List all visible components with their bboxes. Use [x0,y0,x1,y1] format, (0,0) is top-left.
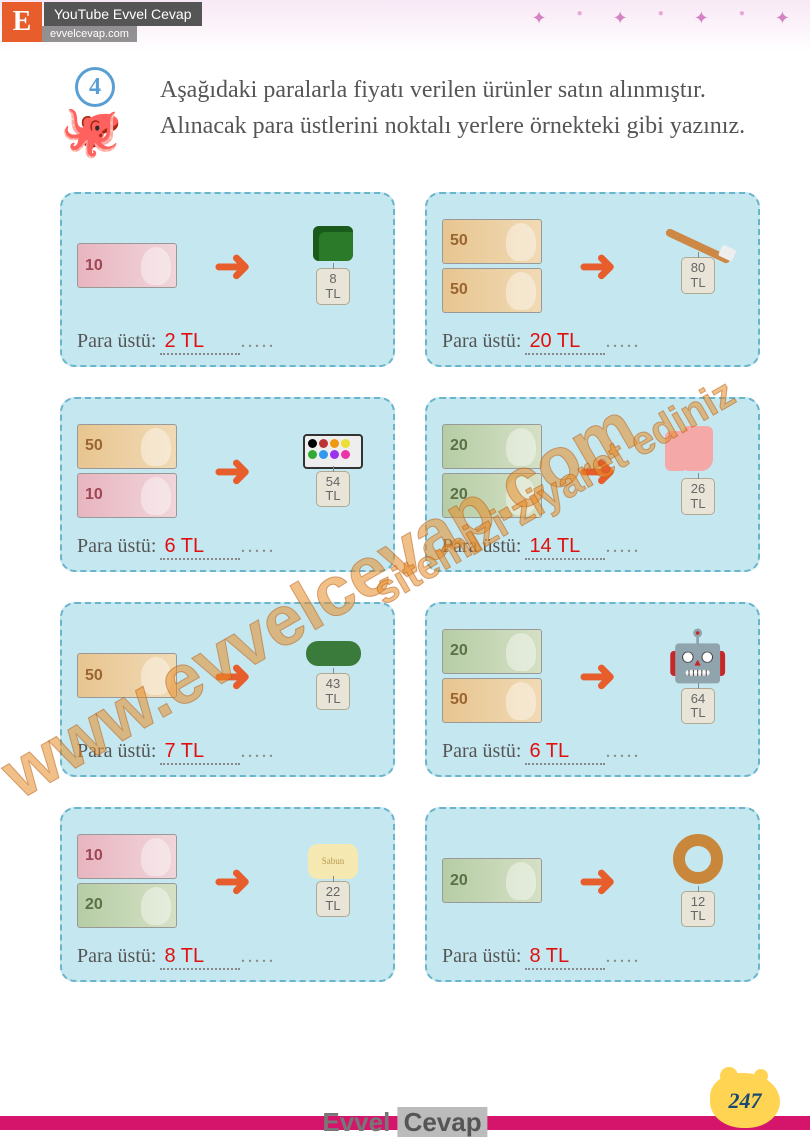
answer-value: 2 TL [160,330,240,355]
price-tag: 54TL [316,471,349,508]
banknote-20: 20 [77,883,177,928]
money-stack: 2050 [442,629,542,723]
money-stack: 2020 [442,424,542,518]
product-soap: Sabun [308,844,358,879]
answer-line: Para üstü:20 TL..... [442,322,743,355]
banknote-50: 50 [77,424,177,469]
question-number: 4 [75,67,115,107]
exercise-card: 5010 ➜ 54TL Para üstü:6 TL..... [60,397,395,572]
answer-line: Para üstü:14 TL..... [442,527,743,560]
footer-logo: Evvel Cevap [322,1107,487,1138]
arrow-icon: ➜ [579,854,617,907]
arrow-icon: ➜ [214,649,252,702]
banknote-20: 20 [442,473,542,518]
footer: Evvel Cevap 247 [0,1103,810,1143]
top-bar: E YouTube Evvel Cevap evvelcevap.com ✦●✦… [0,0,810,52]
page-number: 247 [710,1073,780,1128]
banknote-50: 50 [77,653,177,698]
answer-label: Para üstü: [442,945,521,968]
decor-stars: ✦●✦ ●✦● ✦ [531,8,790,29]
price-tag: 26TL [681,478,714,515]
arrow-icon: ➜ [579,649,617,702]
banknote-50: 50 [442,268,542,313]
banknote-20: 20 [442,424,542,469]
answer-label: Para üstü: [442,535,521,558]
banknote-50: 50 [442,678,542,723]
cards-grid: 10➜8TLPara üstü:2 TL.....5050➜80TLPara ü… [0,172,810,1002]
price-tag: 12TL [681,891,714,928]
answer-line: Para üstü:8 TL..... [442,937,743,970]
site-logo: E [2,2,42,42]
product-sock [683,426,713,476]
product-sharpener [313,226,353,266]
money-stack: 5010 [77,424,177,518]
answer-value: 8 TL [525,945,605,970]
site-url: evvelcevap.com [42,26,137,42]
arrow-icon: ➜ [214,854,252,907]
question-text: Aşağıdaki paralarla fiyatı verilen ürünl… [160,72,750,144]
answer-label: Para üstü: [442,330,521,353]
answer-line: Para üstü:6 TL..... [442,732,743,765]
money-stack: 5050 [442,219,542,313]
product-simit [673,834,723,889]
answer-value: 6 TL [525,740,605,765]
answer-label: Para üstü: [77,945,156,968]
arrow-icon: ➜ [214,444,252,497]
product-palette [303,434,363,469]
exercise-card: 50 ➜ 43TL Para üstü:7 TL..... [60,602,395,777]
money-stack: 50 [77,653,177,698]
money-stack: 10 [77,243,177,288]
exercise-card: 2020 ➜ 26TL Para üstü:14 TL..... [425,397,760,572]
price-tag: 22TL [316,881,349,918]
exercise-card: 10 ➜ 8TL Para üstü:2 TL..... [60,192,395,367]
banknote-10: 10 [77,473,177,518]
exercise-card: 20 ➜ 12TL Para üstü:8 TL..... [425,807,760,982]
price-tag: 8TL [316,268,349,305]
question-header: 4 🐙 Aşağıdaki paralarla fiyatı verilen ü… [0,52,810,172]
answer-line: Para üstü:6 TL..... [77,527,378,560]
answer-value: 20 TL [525,330,605,355]
answer-value: 6 TL [160,535,240,560]
exercise-card: 2050 ➜ 🤖64TL Para üstü:6 TL..... [425,602,760,777]
page-number-badge: 247 [710,1073,780,1128]
answer-label: Para üstü: [442,740,521,763]
price-tag: 43TL [316,673,349,710]
arrow-icon: ➜ [214,239,252,292]
money-stack: 1020 [77,834,177,928]
arrow-icon: ➜ [579,444,617,497]
banknote-10: 10 [77,243,177,288]
product-eraser [306,641,361,671]
banknote-20: 20 [442,629,542,674]
banknote-50: 50 [442,219,542,264]
answer-value: 8 TL [160,945,240,970]
money-stack: 20 [442,858,542,903]
question-icon: 4 🐙 [50,72,140,162]
price-tag: 80TL [681,257,714,294]
answer-label: Para üstü: [77,535,156,558]
answer-line: Para üstü:8 TL..... [77,937,378,970]
banknote-10: 10 [77,834,177,879]
answer-line: Para üstü:2 TL..... [77,322,378,355]
exercise-card: 1020 ➜ Sabun22TL Para üstü:8 TL..... [60,807,395,982]
answer-value: 14 TL [525,535,605,560]
answer-label: Para üstü: [77,330,156,353]
answer-line: Para üstü:7 TL..... [77,732,378,765]
price-tag: 64TL [681,688,714,725]
youtube-label: YouTube Evvel Cevap [44,2,202,26]
product-robot: 🤖 [667,627,729,686]
exercise-card: 5050 ➜ 80TL Para üstü:20 TL..... [425,192,760,367]
arrow-icon: ➜ [579,239,617,292]
answer-label: Para üstü: [77,740,156,763]
octopus-icon: 🐙 [60,102,122,161]
banknote-20: 20 [442,858,542,903]
answer-value: 7 TL [160,740,240,765]
